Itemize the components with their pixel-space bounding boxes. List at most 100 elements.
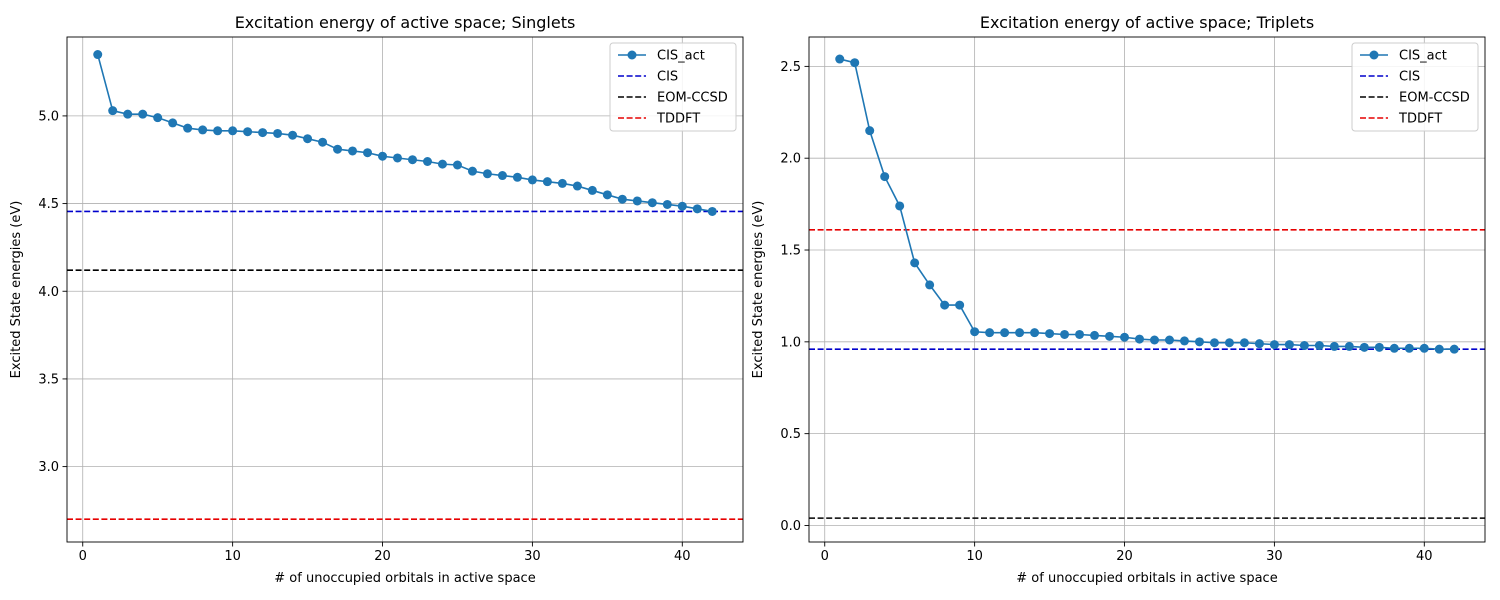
- data-point: [1389, 343, 1399, 353]
- y-tick-label: 4.0: [38, 285, 59, 300]
- data-point: [407, 155, 417, 165]
- legend-box: [609, 42, 737, 132]
- data-point: [1329, 341, 1339, 351]
- x-tick-label: 10: [224, 549, 241, 564]
- x-tick-label: 20: [374, 549, 391, 564]
- data-point: [985, 328, 995, 338]
- data-point: [198, 125, 208, 135]
- data-point: [1269, 340, 1279, 350]
- data-point: [910, 258, 920, 268]
- data-point: [677, 201, 687, 211]
- data-point: [93, 50, 103, 60]
- data-point: [1045, 329, 1055, 339]
- data-point: [1060, 329, 1070, 339]
- data-point: [497, 171, 507, 181]
- data-point: [1105, 331, 1115, 341]
- data-point: [1149, 335, 1159, 345]
- data-point: [452, 160, 462, 170]
- data-point: [1344, 341, 1354, 351]
- y-tick-label: 5.0: [38, 109, 59, 124]
- legend-label: CIS: [657, 70, 678, 85]
- y-tick-label: 2.0: [780, 152, 801, 167]
- x-tick-label: 30: [1266, 549, 1283, 564]
- data-point: [437, 159, 447, 169]
- y-tick-label: 1.0: [780, 335, 801, 350]
- data-point: [662, 199, 672, 209]
- data-point: [617, 194, 627, 204]
- data-point: [348, 146, 358, 156]
- data-point: [1449, 344, 1459, 354]
- data-point: [1419, 343, 1429, 353]
- data-point: [123, 109, 133, 119]
- x-tick-label: 30: [524, 549, 541, 564]
- data-point: [393, 153, 403, 163]
- legend: CIS_act CIS EOM-CCSD TDDFT: [1351, 42, 1479, 132]
- data-point: [970, 327, 980, 337]
- data-point: [1000, 328, 1010, 338]
- data-point: [258, 128, 268, 138]
- legend-label: EOM-CCSD: [1399, 91, 1470, 106]
- data-point: [542, 177, 552, 187]
- data-point: [557, 178, 567, 188]
- data-point: [647, 198, 657, 208]
- data-point: [1015, 328, 1025, 338]
- data-point: [925, 280, 935, 290]
- data-point: [1239, 338, 1249, 348]
- data-point: [333, 144, 343, 154]
- x-tick-label: 40: [674, 549, 691, 564]
- x-tick-label: 0: [821, 549, 829, 564]
- y-tick-label: 1.5: [780, 244, 801, 259]
- x-tick-label: 40: [1416, 549, 1433, 564]
- data-point: [587, 185, 597, 195]
- data-point: [955, 300, 965, 310]
- data-point: [1284, 340, 1294, 350]
- legend-swatch-marker: [1369, 50, 1379, 60]
- data-point: [1135, 334, 1145, 344]
- data-point: [273, 128, 283, 138]
- legend: CIS_act CIS EOM-CCSD TDDFT: [609, 42, 737, 132]
- data-point: [1404, 343, 1414, 353]
- axes-frame: [808, 36, 1486, 543]
- data-point: [378, 151, 388, 161]
- legend-label: EOM-CCSD: [657, 91, 728, 106]
- data-point: [880, 172, 890, 182]
- data-point: [1314, 341, 1324, 351]
- data-point: [940, 300, 950, 310]
- data-point: [422, 156, 432, 166]
- data-point: [512, 172, 522, 182]
- data-point: [1090, 330, 1100, 340]
- data-point: [243, 127, 253, 137]
- axes-frame: [66, 36, 744, 543]
- y-tick-label: 0.5: [780, 427, 801, 442]
- data-point: [835, 54, 845, 64]
- data-point: [1359, 342, 1369, 352]
- legend-label: CIS: [1399, 70, 1420, 85]
- data-point: [707, 206, 717, 216]
- legend-label: CIS_act: [1399, 49, 1447, 64]
- data-point: [1209, 338, 1219, 348]
- x-tick-label: 10: [966, 549, 983, 564]
- legend-box: [1351, 42, 1479, 132]
- data-point: [213, 126, 223, 136]
- data-point: [467, 166, 477, 176]
- y-tick-label: 4.5: [38, 197, 59, 212]
- data-point: [183, 123, 193, 133]
- data-point: [482, 169, 492, 179]
- y-axis-label: Excited State energies (eV): [9, 201, 24, 379]
- data-point: [1194, 337, 1204, 347]
- chart-panel-1: 0 10 20 30 40 3.0 3.5 4.0 4.5 5.0 Excitation energ…: [9, 13, 744, 586]
- chart-title: Excitation energy of active space; Tripl…: [980, 13, 1314, 32]
- data-point: [228, 126, 238, 136]
- data-point: [363, 148, 373, 158]
- data-point: [1374, 342, 1384, 352]
- data-point: [1164, 335, 1174, 345]
- data-point: [602, 190, 612, 200]
- data-point: [288, 130, 298, 140]
- data-point: [1224, 338, 1234, 348]
- legend-label: TDDFT: [1398, 112, 1442, 127]
- data-point: [1179, 336, 1189, 346]
- data-point: [865, 126, 875, 136]
- data-point: [527, 175, 537, 185]
- data-point: [138, 109, 148, 119]
- data-point: [850, 58, 860, 68]
